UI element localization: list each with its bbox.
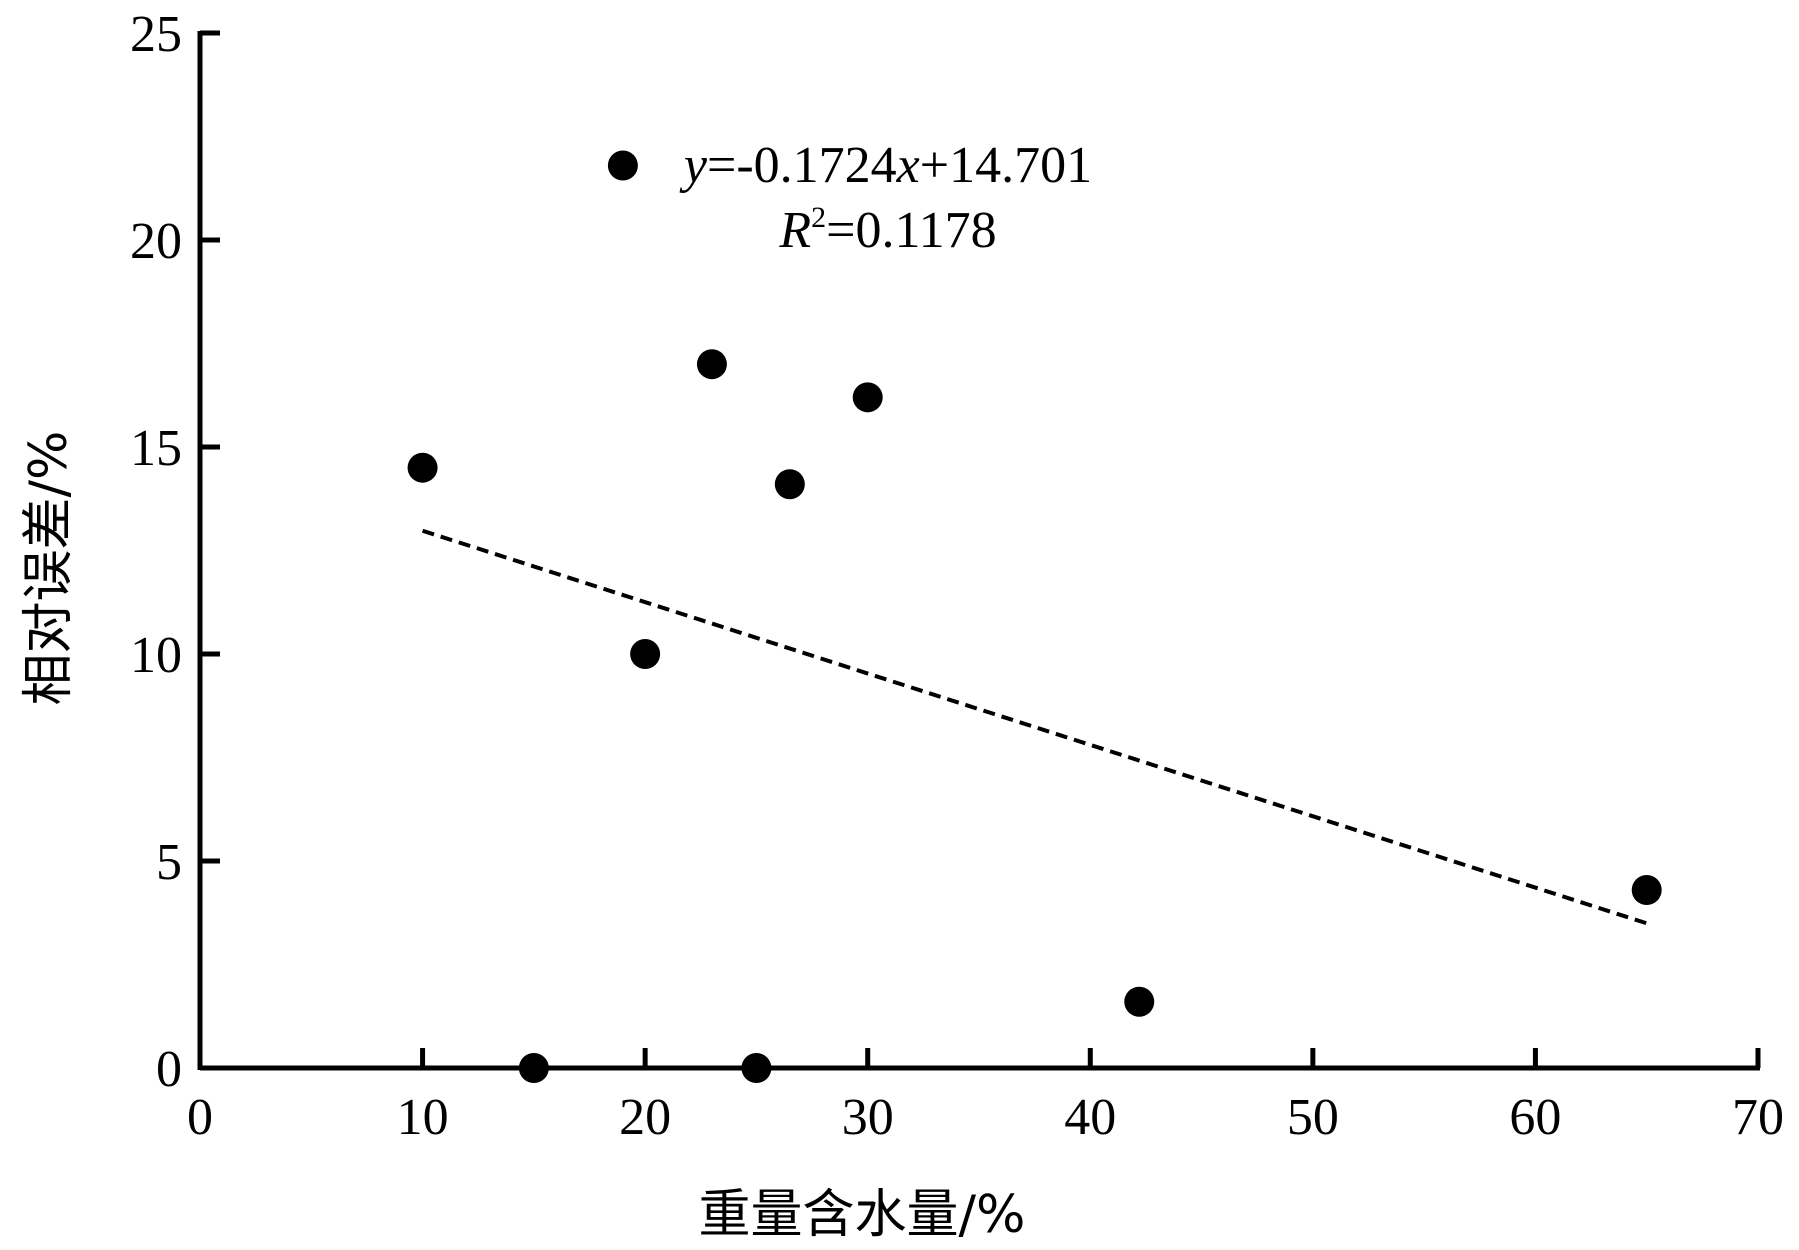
data-point	[518, 1053, 549, 1083]
x-tick-label: 40	[1064, 1089, 1116, 1146]
axes	[197, 31, 1760, 1071]
y-tick-label: 15	[130, 420, 182, 477]
data-point	[741, 1053, 772, 1083]
x-tick-label: 10	[397, 1089, 449, 1146]
x-tick-label: 0	[187, 1089, 213, 1146]
data-point	[852, 382, 883, 413]
data-point	[1124, 986, 1155, 1017]
trendline-path	[421, 528, 1648, 926]
y-axis-title: 相对误差/%	[19, 431, 79, 706]
eq-part2: +14.701	[920, 137, 1092, 194]
data-point	[1631, 874, 1662, 905]
eq-y-var: y	[679, 137, 708, 194]
equation-line: y=-0.1724x+14.701	[679, 137, 1092, 194]
data-point	[696, 349, 727, 380]
r-squared-line: R2=0.1178	[778, 201, 996, 259]
data-point	[607, 150, 638, 181]
data-point	[630, 639, 661, 669]
x-axis-title: 重量含水量/%	[699, 1185, 1026, 1245]
r-var: R	[778, 202, 811, 259]
y-tick-label: 20	[130, 213, 182, 270]
data-point	[407, 452, 438, 483]
r-sup: 2	[811, 201, 826, 234]
y-tick-label: 25	[130, 6, 182, 63]
x-tick-label: 20	[619, 1089, 671, 1146]
ticks: 0 10 20 30 40 50 60 70 0 5 10 15 20 25	[130, 6, 1784, 1146]
x-tick-label: 30	[842, 1089, 894, 1146]
y-tick-label: 5	[156, 834, 182, 891]
regression-equation: y=-0.1724x+14.701 R2=0.1178	[679, 137, 1092, 259]
trendline	[421, 528, 1648, 926]
x-tick-label: 50	[1287, 1089, 1339, 1146]
y-tick-label: 0	[156, 1041, 182, 1098]
x-tick-label: 70	[1732, 1089, 1784, 1146]
data-points	[407, 150, 1662, 1083]
eq-x-var: x	[896, 137, 920, 194]
y-tick-label: 10	[130, 627, 182, 684]
eq-part1: =-0.1724	[707, 137, 897, 194]
r-value: =0.1178	[826, 202, 996, 259]
data-point	[774, 469, 805, 500]
x-tick-label: 60	[1509, 1089, 1561, 1146]
